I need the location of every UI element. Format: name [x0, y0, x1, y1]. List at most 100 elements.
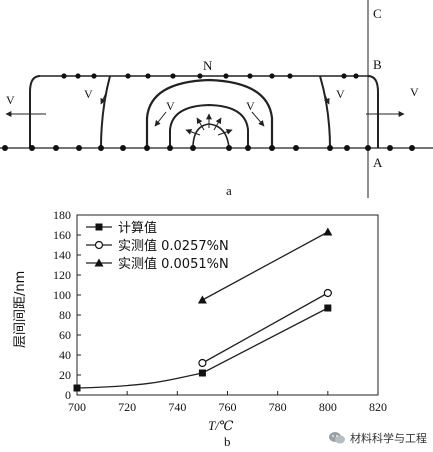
dot [167, 145, 173, 151]
y-axis-ticks: 0 20 40 60 80 100 120 140 160 180 [53, 208, 81, 402]
outer-right-arc [367, 75, 379, 148]
arrow [217, 128, 233, 136]
y-tick-label: 160 [53, 228, 71, 242]
dot [365, 145, 371, 151]
label-velocity-right: V [410, 85, 419, 99]
dot [269, 145, 275, 151]
dot [287, 73, 293, 79]
arrow [251, 111, 265, 127]
dot [409, 145, 415, 151]
series-line [202, 231, 329, 301]
dot [197, 73, 203, 79]
dot [61, 73, 67, 79]
arrow [196, 117, 205, 131]
x-tick-label: 740 [168, 400, 186, 414]
y-tick-label: 180 [53, 208, 71, 222]
label-velocity-inner-left: V [84, 87, 93, 101]
label-A: A [373, 155, 383, 170]
x-tick-label: 760 [219, 400, 237, 414]
x-tick-label: 700 [68, 400, 86, 414]
arrow [213, 117, 222, 131]
data-point-square [324, 304, 332, 312]
series-line [76, 307, 329, 389]
dot [269, 73, 275, 79]
growth-arrows [5, 92, 405, 136]
arrow [154, 111, 167, 127]
y-tick-label: 0 [65, 388, 71, 402]
legend-label: 实测值 0.0051%N [118, 256, 229, 272]
watermark-text: 材料科学与工程 [350, 432, 427, 445]
series-line [202, 292, 329, 364]
data-point-square [95, 223, 103, 231]
label-velocity-dome-left: V [166, 99, 175, 113]
caption-b: b [224, 434, 231, 449]
schematic-panel-a: C B A N V V V V V V a [0, 0, 433, 198]
x-tick-label: 720 [118, 400, 136, 414]
dot [341, 73, 347, 79]
caption-a: a [226, 183, 232, 198]
y-tick-label: 80 [59, 308, 71, 322]
series-layer [73, 227, 333, 392]
wechat-logo-icon [329, 432, 345, 444]
dot [76, 145, 82, 151]
data-point-triangle [197, 295, 207, 304]
data-point-triangle [94, 258, 104, 267]
data-point-circle [198, 358, 207, 368]
label-B: B [373, 57, 382, 72]
y-tick-label: 100 [53, 288, 71, 302]
inner-right-curve [319, 75, 331, 149]
x-tick-label: 800 [319, 400, 337, 414]
dot [98, 145, 104, 151]
inner-left-curve [100, 75, 111, 149]
x-axis-ticks: 700 720 740 760 780 800 820 [68, 391, 387, 414]
dot [91, 73, 97, 79]
legend-label: 计算值 [118, 220, 157, 236]
label-N: N [203, 58, 213, 73]
dot [387, 145, 393, 151]
label-velocity-inner-right: V [336, 87, 345, 101]
data-point-triangle [323, 227, 333, 236]
outer-left-arc [29, 75, 41, 148]
legend-label: 实测值 0.0257%N [118, 238, 229, 254]
data-point-circle [323, 288, 332, 298]
dot [120, 145, 126, 151]
small-dome [169, 103, 249, 148]
watermark: 材料科学与工程 [328, 430, 427, 446]
label-velocity-left: V [6, 93, 15, 107]
middle-dome [145, 78, 274, 148]
label-C: C [373, 6, 382, 21]
y-tick-label: 40 [59, 348, 71, 362]
dot [245, 145, 251, 151]
chart-panel-b: 0 20 40 60 80 100 120 140 160 180 700 720 740 760 780… [13, 208, 387, 449]
data-point-circle [94, 240, 104, 250]
arrow [323, 92, 330, 105]
dot [75, 73, 81, 79]
dot [223, 73, 229, 79]
dot [293, 145, 299, 151]
dot [353, 73, 359, 79]
dot [226, 145, 232, 151]
dot [2, 145, 8, 151]
nucleus-dots [2, 73, 415, 151]
dot [125, 73, 131, 79]
arrow [100, 92, 107, 105]
label-velocity-dome-right: V [246, 99, 255, 113]
arrow [185, 128, 201, 136]
x-tick-label: 820 [369, 400, 387, 414]
y-tick-label: 140 [53, 248, 71, 262]
dot [145, 73, 151, 79]
y-axis-label: 层间间距/nm [13, 271, 28, 348]
dot [29, 145, 35, 151]
dot [170, 73, 176, 79]
data-point-square [198, 369, 206, 377]
x-tick-label: 780 [269, 400, 287, 414]
dot [327, 145, 333, 151]
inner-arc [192, 123, 230, 149]
dot [247, 73, 253, 79]
dot [344, 145, 350, 151]
data-point-square [73, 384, 81, 392]
dot [190, 145, 196, 151]
y-tick-label: 120 [53, 268, 71, 282]
